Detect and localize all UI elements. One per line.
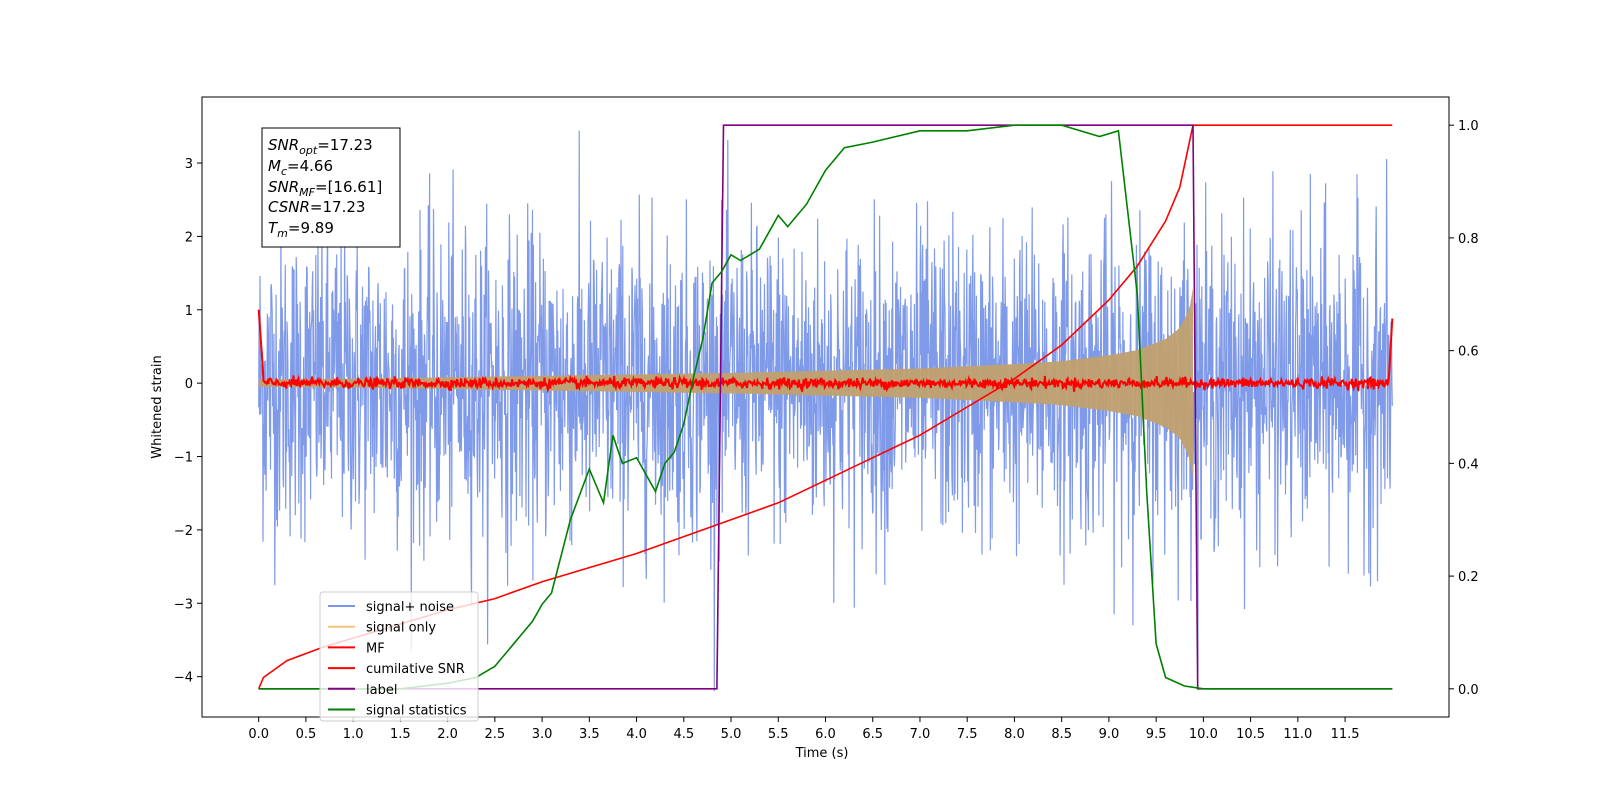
x-tick-label: 5.0	[721, 727, 742, 742]
x-tick-label: 4.5	[673, 727, 694, 742]
x-tick-label: 8.5	[1051, 727, 1072, 742]
y2-tick-label: 0.0	[1458, 683, 1479, 698]
legend-label: MF	[366, 641, 385, 656]
y-tick-label: −1	[174, 451, 193, 466]
x-tick-label: 4.0	[626, 727, 647, 742]
y-tick-label: 2	[185, 230, 193, 245]
x-tick-label: 11.0	[1283, 727, 1312, 742]
y-axis-right: 0.0 0.2 0.4 0.6 0.8 1.0	[1449, 119, 1479, 698]
stat-csnr: CSNR=17.23	[268, 198, 365, 216]
y-tick-label: 3	[185, 157, 193, 172]
series-mf	[257, 309, 1394, 394]
y-tick-label: 0	[185, 377, 193, 392]
x-tick-label: 1.5	[390, 727, 411, 742]
x-tick-label: 10.0	[1189, 727, 1218, 742]
x-tick-label: 8.0	[1004, 727, 1025, 742]
legend-frame	[319, 591, 479, 722]
x-tick-label: 3.0	[532, 727, 553, 742]
stat-mc: Mc=4.66	[268, 157, 333, 178]
y-tick-label: −3	[174, 597, 193, 612]
x-tick-label: 5.5	[768, 727, 789, 742]
y-tick-label: 1	[185, 304, 193, 319]
x-axis-label: Time (s)	[795, 746, 849, 761]
x-tick-label: 6.0	[815, 727, 836, 742]
x-tick-label: 2.0	[437, 727, 458, 742]
legend-label: signal statistics	[366, 704, 467, 719]
stats-box-frame	[261, 127, 401, 248]
y2-tick-label: 0.8	[1458, 232, 1479, 247]
legend-label: cumilative SNR	[366, 662, 465, 677]
x-axis: 0.0 0.5 1.0 1.5 2.0 2.5 3.0 3.5 4.0 4.5 5.0 5.5 6.0 6…	[248, 717, 1360, 742]
y2-tick-label: 0.6	[1458, 345, 1479, 360]
stat-snr-opt: SNRopt=17.23	[268, 136, 373, 157]
x-tick-label: 10.5	[1236, 727, 1265, 742]
stat-snr-mf: SNRMF=[16.61]	[268, 178, 382, 199]
x-tick-label: 11.5	[1331, 727, 1360, 742]
x-tick-label: 0.0	[248, 727, 269, 742]
y2-tick-label: 0.2	[1458, 570, 1479, 585]
y2-tick-label: 1.0	[1458, 119, 1479, 134]
y-axis-label: Whitened strain	[150, 355, 165, 458]
x-tick-label: 7.0	[910, 727, 931, 742]
series-signal-statistics	[258, 124, 1393, 690]
x-tick-label: 7.5	[957, 727, 978, 742]
legend: signal+ noise signal only MF cumilative SNR…	[319, 591, 479, 722]
y-axis-left: 3 2 1 0 −1 −2 −3 −4	[174, 157, 202, 686]
x-tick-label: 9.5	[1146, 727, 1167, 742]
x-tick-label: 0.5	[296, 727, 317, 742]
y-tick-label: −2	[174, 524, 193, 539]
x-tick-label: 2.5	[485, 727, 506, 742]
legend-label: signal+ noise	[366, 600, 454, 615]
x-tick-label: 1.0	[343, 727, 364, 742]
legend-label: signal only	[366, 621, 436, 636]
stat-tm: Tm=9.89	[268, 219, 334, 240]
legend-label: label	[366, 683, 397, 698]
y-tick-label: −4	[174, 671, 193, 686]
x-tick-label: 6.5	[862, 727, 883, 742]
x-tick-label: 3.5	[579, 727, 600, 742]
y2-tick-label: 0.4	[1458, 457, 1479, 472]
x-tick-label: 9.0	[1099, 727, 1120, 742]
stats-box: SNRopt=17.23 Mc=4.66 SNRMF=[16.61] CSNR=…	[261, 127, 401, 248]
